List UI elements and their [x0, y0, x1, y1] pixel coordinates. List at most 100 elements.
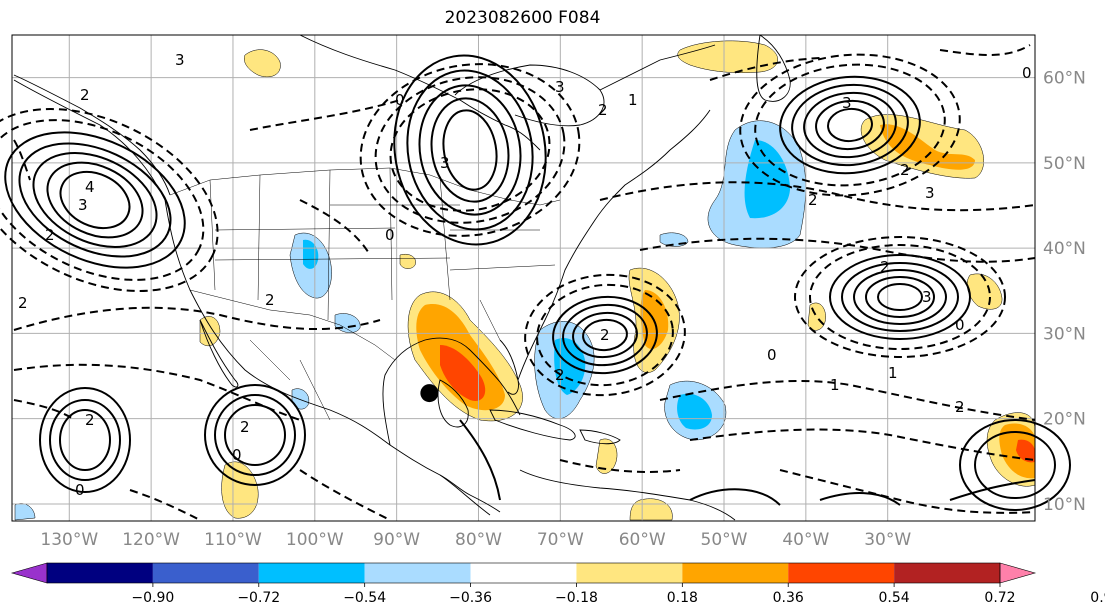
contour-label-0-natl: 0	[1022, 64, 1032, 82]
colorbar-segment	[788, 563, 895, 583]
shade-ne-orange	[880, 124, 975, 170]
contour-negative	[13, 139, 31, 181]
colorbar: −0.90 −0.72 −0.54 −0.36 −0.18 0.18 0.36 0.54 0.7…	[10, 562, 1105, 606]
shade-tx-yellow	[399, 254, 416, 269]
contour-negative	[13, 399, 76, 421]
contour-label-2-pac: 2	[85, 411, 95, 429]
shade-mid-yellow	[807, 302, 826, 331]
colorbar-tick-label: −0.18	[555, 590, 598, 606]
contour-negative	[659, 379, 1036, 421]
contour-label-0-canada: 0	[395, 91, 405, 109]
contour-positive	[974, 431, 1056, 499]
contour-negative	[599, 181, 1036, 212]
contour-label-0-atl: 0	[767, 346, 777, 364]
lon-label: 60°W	[619, 530, 666, 550]
contour-positive	[819, 492, 901, 506]
map-title: 2023082600 F084	[444, 8, 601, 28]
contour-negative	[689, 428, 1036, 461]
contour-negative	[779, 469, 1036, 514]
colorbar-segment	[576, 563, 683, 583]
contour-label-3-natl: 3	[842, 94, 852, 112]
coast-north-america-west	[13, 79, 491, 516]
colorbar-tick-label: 0.54	[879, 590, 910, 606]
coast-gulf	[382, 337, 521, 446]
contour-negative	[13, 306, 381, 331]
contour-negative	[754, 63, 946, 187]
contour-label-2-south: 2	[955, 398, 965, 416]
border-state1	[209, 179, 216, 291]
contour-label-2-atl2: 2	[555, 366, 565, 384]
colorbar-segment	[258, 563, 365, 583]
border-state11	[479, 299, 501, 341]
contour-label-0-pac2: 0	[232, 446, 242, 464]
shade-az-yellow	[967, 273, 1003, 310]
contour-label-1-south: 1	[888, 364, 898, 382]
map-panel: 3 2 4 2 3 3 0 1 3 0 3 2 3 2 0 1 2 1 0 2 …	[0, 34, 1071, 522]
colorbar-tick-label: 0.18	[667, 590, 698, 606]
border-state4	[389, 167, 393, 301]
contour-positive	[204, 384, 306, 486]
contour-label-3-canada: 3	[555, 78, 565, 96]
border-state5	[439, 177, 451, 301]
contour-label-2-east: 2	[900, 161, 910, 179]
longitude-labels: 130°W 120°W 110°W 100°W 90°W 80°W 70°W 60°W 50°W…	[40, 530, 911, 550]
contour-positive	[214, 394, 296, 476]
shade-gulf-red	[440, 345, 486, 401]
colorbar-extend-low	[10, 562, 48, 584]
contour-positive	[959, 419, 1071, 511]
contour-positive	[949, 479, 1036, 501]
colorbar-segment	[894, 563, 1000, 583]
contour-label-1-canada: 1	[628, 91, 638, 109]
coast-greenland	[756, 34, 791, 102]
latitude-labels: 60°N 50°N 40°N 30°N 20°N 10°N	[1043, 69, 1086, 515]
contour-label-2-alaska: 2	[45, 226, 55, 244]
contour-positive	[18, 142, 172, 258]
shade-mex-yellow	[199, 316, 221, 347]
contour-label-2-west: 2	[265, 291, 275, 309]
contour-positive	[689, 488, 781, 506]
contour-label-2-natl: 2	[808, 191, 818, 209]
lat-label: 20°N	[1043, 410, 1086, 430]
contour-positive	[46, 161, 144, 239]
contour-label-3-natl2: 3	[925, 184, 935, 202]
contour-negative	[359, 63, 581, 237]
contour-label-2-canada: 2	[598, 101, 608, 119]
coast-central-america	[439, 474, 501, 513]
contour-negative	[709, 57, 821, 81]
contour-label-0-pac: 0	[75, 481, 85, 499]
contour-positive	[582, 318, 628, 352]
contour-label-0-ocean: 0	[385, 226, 395, 244]
contour-positive	[827, 107, 873, 143]
coast-baja	[199, 319, 239, 388]
contour-label-4-alaska: 4	[85, 178, 95, 196]
contour-positive	[552, 295, 658, 375]
contour-label-3-azores: 3	[922, 288, 932, 306]
lon-label: 40°W	[782, 530, 829, 550]
contour-lines	[0, 44, 1071, 521]
contour-positive	[430, 97, 510, 203]
contour-positive	[877, 283, 923, 311]
contour-positive	[59, 170, 131, 230]
contour-negative	[129, 489, 201, 521]
coast-canada-north	[299, 34, 541, 151]
shade-sa-yellow	[595, 438, 618, 474]
contour-positive	[406, 69, 534, 231]
colorbar-tick-label: −0.54	[343, 590, 386, 606]
coast-labrador	[599, 44, 716, 91]
coastlines	[13, 34, 791, 521]
border-state6	[214, 227, 396, 231]
colorbar-frame	[46, 562, 1001, 584]
map-background	[12, 35, 1035, 521]
border-us-mexico	[189, 289, 396, 361]
contour-label-0-azores: 0	[955, 316, 965, 334]
map-frame	[11, 34, 1036, 522]
colorbar-tick-label: −0.72	[237, 590, 280, 606]
coast-hudson	[454, 64, 605, 127]
shade-nw-yellow	[244, 49, 281, 78]
lon-label: 130°W	[40, 530, 98, 550]
contour-negative	[249, 99, 401, 131]
lon-label: 110°W	[204, 530, 262, 550]
lon-label: 120°W	[122, 530, 180, 550]
lat-label: 50°N	[1043, 154, 1086, 174]
